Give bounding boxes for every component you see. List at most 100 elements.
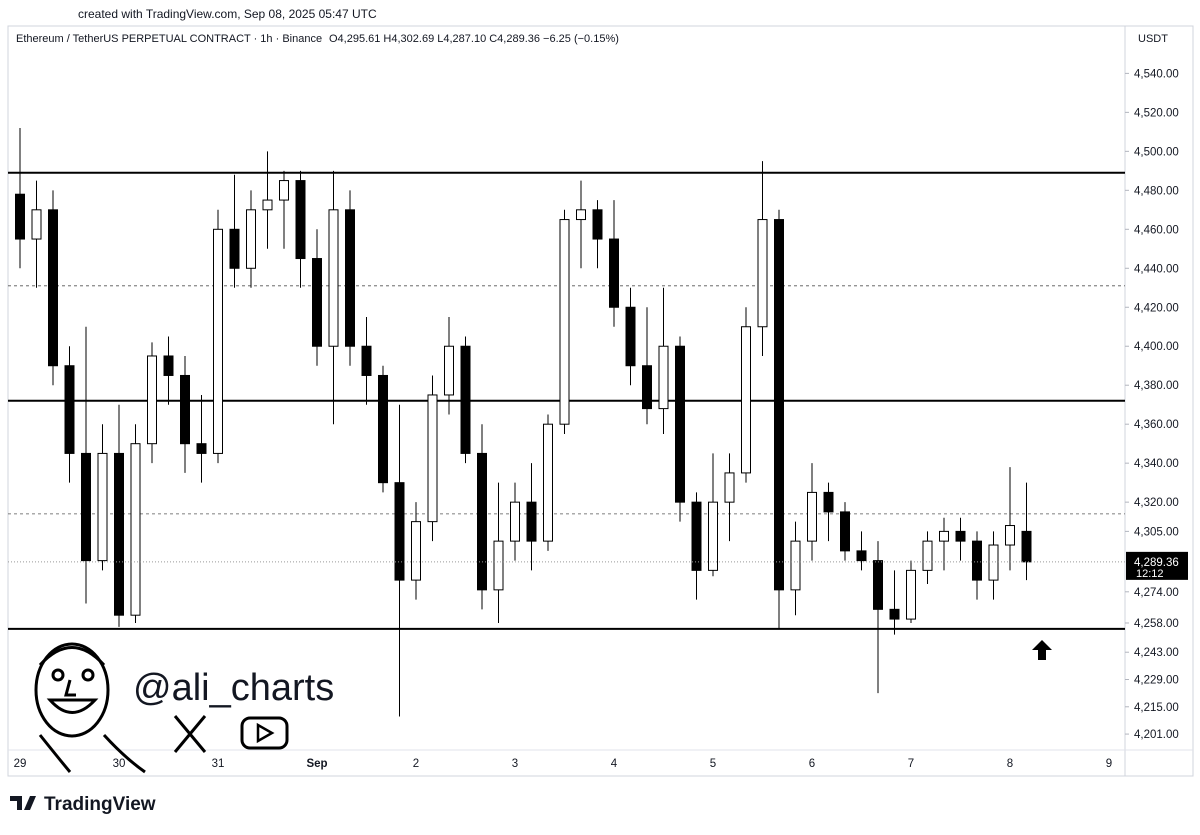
avatar [34,642,146,774]
candle-body [724,472,735,503]
candle-body [1005,525,1015,546]
last-price-box [1126,551,1188,580]
candle-body [394,482,405,581]
x-icon [173,715,207,753]
y-tick-label: 4,500.00 [1134,146,1179,158]
y-tick-label: 4,305.00 [1134,526,1179,538]
tv-logo [10,796,36,810]
symbol-title: Ethereum / TetherUS PERPETUAL CONTRACT ·… [16,33,322,45]
candle-body [163,355,174,376]
x-tick-label: 29 [14,758,27,770]
candle-body [592,209,603,240]
candle-body [180,374,190,445]
candle-body [774,219,784,591]
x-tick-label: 8 [1007,758,1013,770]
countdown: 12:12 [1136,568,1164,580]
candle-body [559,219,570,425]
candle-body [922,540,933,571]
candle-body [279,180,289,201]
candle-body [807,491,817,542]
candle-body [196,443,207,454]
x-tick-label: Sep [306,758,327,770]
candle-body [691,501,702,571]
candle-body [543,423,553,542]
candle-body [229,228,240,269]
x-tick-label: 4 [611,758,618,770]
watermark: @ali_charts [133,667,334,709]
candle-body [856,550,867,562]
candle-body [460,345,471,454]
candle-body [114,452,124,616]
created-note: created with TradingView.com, Sep 08, 20… [78,7,377,21]
ohlc-legend: O4,295.61 H4,302.69 L4,287.10 C4,289.36 … [329,33,619,45]
x-tick-label: 30 [113,758,126,770]
y-tick-label: 4,380.00 [1134,380,1179,392]
candle-body [427,394,438,523]
y-tick-label: 4,440.00 [1134,263,1179,275]
y-tick-label: 4,520.00 [1134,107,1179,119]
y-tick-label: 4,258.00 [1134,618,1179,630]
candle-body [477,452,487,591]
youtube-icon [240,716,289,750]
candle-body [889,608,900,620]
candle-body [378,374,388,484]
brand: TradingView [44,794,156,815]
candle-body [361,345,372,376]
currency-label: USDT [1138,33,1168,45]
plot: 4,540.00 4,520.00 4,500.00 4,480.00 4,460.00… [8,68,1188,770]
candle-body [609,238,619,308]
x-tick-label: 9 [1106,758,1112,770]
candle-body [658,345,669,410]
x-tick-label: 5 [710,758,716,770]
candle-body [31,209,42,240]
y-tick-label: 4,340.00 [1134,458,1179,470]
candle-body [312,258,322,347]
last-price-label: 4,289.36 [1134,557,1179,569]
x-tick-label: 2 [413,758,419,770]
candle-body [262,199,273,211]
candle-body [48,209,58,367]
candle-body [345,209,355,347]
candle-body [81,452,91,562]
x-tick-label: 6 [809,758,815,770]
y-tick-label: 4,201.00 [1134,729,1179,741]
candle-body [741,326,751,474]
candle-body [295,180,306,260]
y-tick-label: 4,274.00 [1134,587,1179,599]
candle-body [840,511,850,552]
candle-body [642,365,652,410]
candle-body [444,345,454,396]
x-tick-label: 31 [212,758,225,770]
candle-body [576,209,586,221]
candle-body [411,521,421,581]
y-tick-label: 4,480.00 [1134,185,1179,197]
candle-body [97,452,108,562]
candle-body [15,193,25,240]
candle-body [213,228,223,454]
y-tick-label: 4,360.00 [1134,419,1179,431]
y-tick-label: 4,420.00 [1134,302,1179,314]
candle-body [510,501,520,542]
candle-body [823,491,834,513]
candle-body [493,540,504,591]
candle-body [790,540,801,591]
y-tick-label: 4,320.00 [1134,497,1179,509]
candle-body [939,530,949,542]
candle-body [873,560,883,610]
y-tick-label: 4,229.00 [1134,675,1179,687]
candle-body [625,306,636,367]
y-tick-label: 4,460.00 [1134,224,1179,236]
arrow-up [1032,640,1052,660]
x-tick-label: 3 [512,758,518,770]
candle-body [64,365,75,454]
y-tick-label: 4,215.00 [1134,702,1179,714]
y-tick-label: 4,400.00 [1134,341,1179,353]
candle-body [955,530,966,542]
candle-body [1021,530,1032,563]
x-tick-label: 7 [908,758,914,770]
candle-body [757,219,768,328]
candle-body [328,209,339,347]
candle-body [246,209,256,269]
